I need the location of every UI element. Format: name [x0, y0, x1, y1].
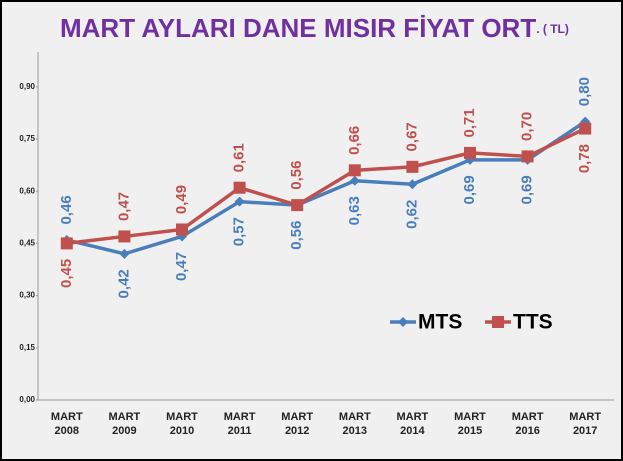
x-tick-label: MART 2010 — [166, 411, 198, 437]
legend-label: TTS — [513, 311, 553, 334]
data-label: 0,56 — [288, 161, 305, 190]
y-tick-label: 0,30 — [19, 291, 35, 300]
data-label: 0,71 — [461, 108, 478, 137]
x-tick-label: MART 2012 — [281, 411, 314, 437]
marker — [521, 150, 534, 163]
marker — [233, 181, 246, 194]
legend-marker — [492, 316, 504, 328]
y-tick-label: 0,45 — [19, 239, 35, 248]
data-label: 0,45 — [58, 259, 75, 288]
title-main: MART AYLARI DANE MISIR FİYAT ORT — [60, 13, 536, 43]
data-label: 0,70 — [519, 112, 536, 141]
data-label: 0,80 — [576, 77, 593, 106]
data-label: 0,47 — [115, 192, 132, 221]
x-tick-label: MART 2008 — [50, 411, 83, 437]
marker — [234, 196, 245, 207]
data-label: 0,63 — [346, 196, 363, 225]
data-label: 0,42 — [115, 269, 132, 298]
data-label: 0,66 — [346, 126, 363, 155]
y-tick-label: 0,60 — [19, 186, 35, 195]
marker — [291, 199, 304, 212]
x-tick-label: MART 2009 — [108, 411, 141, 437]
marker — [348, 164, 361, 177]
series-line — [66, 120, 587, 256]
series-line — [66, 126, 586, 246]
x-tick-label: MART 2014 — [396, 411, 429, 437]
marker — [406, 160, 419, 173]
x-tick-label: MART 2015 — [454, 411, 486, 437]
title-suffix: . ( TL) — [536, 22, 569, 36]
y-tick-label: 0,90 — [19, 82, 35, 91]
data-label: 0,67 — [403, 122, 420, 151]
marker — [464, 146, 476, 159]
legend-marker — [398, 317, 408, 327]
data-label: 0,61 — [231, 143, 248, 172]
y-tick-label: 0,75 — [19, 134, 35, 143]
marker — [176, 223, 188, 236]
data-label: 0,69 — [461, 175, 478, 204]
x-tick-label: MART 2011 — [223, 411, 256, 437]
data-label: 0,49 — [173, 185, 190, 214]
data-label: 0,69 — [519, 175, 536, 204]
x-tick-label: MART 2017 — [569, 411, 602, 437]
data-label: 0,46 — [58, 195, 75, 224]
y-tick-label: 0,15 — [19, 343, 35, 352]
marker — [349, 175, 360, 186]
data-label: 0,47 — [173, 252, 190, 281]
y-tick-label: 0,00 — [19, 395, 35, 404]
legend-label: MTS — [418, 311, 462, 334]
data-label: 0,62 — [403, 200, 420, 229]
data-label: 0,56 — [288, 221, 305, 250]
data-label: 0,78 — [576, 144, 593, 173]
chart-title: MART AYLARI DANE MISIR FİYAT ORT. ( TL) — [60, 13, 569, 43]
marker — [407, 179, 418, 190]
marker — [60, 237, 73, 250]
marker — [579, 122, 592, 135]
x-tick-label: MART 2013 — [338, 411, 371, 437]
marker — [119, 248, 130, 259]
data-label: 0,57 — [231, 217, 248, 246]
x-tick-label: MART 2016 — [511, 411, 544, 437]
marker — [118, 230, 131, 243]
